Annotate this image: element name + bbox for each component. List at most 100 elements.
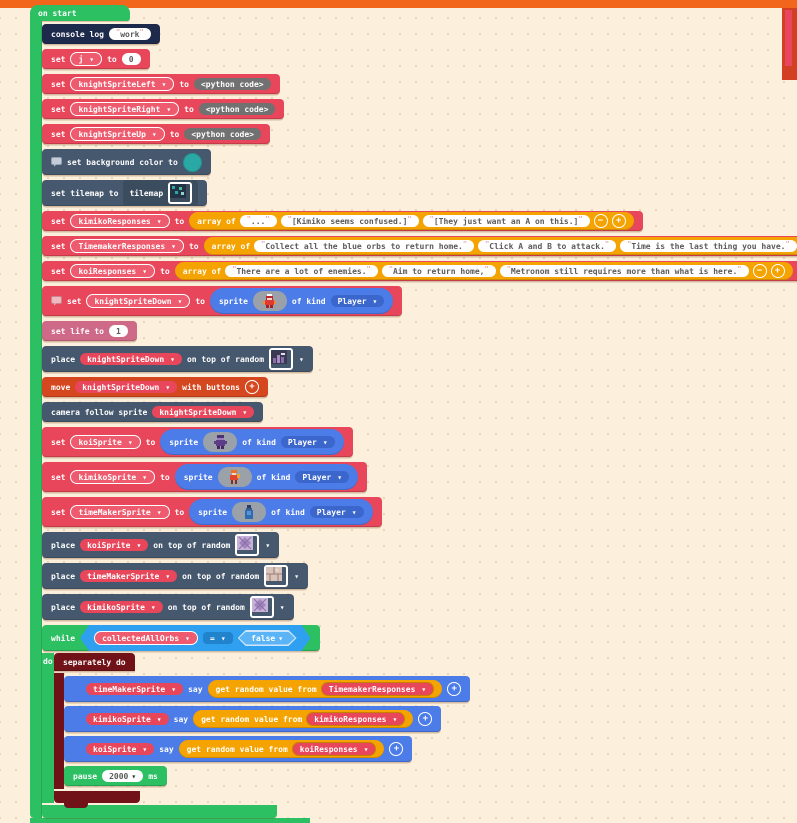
set-kimikoresponses-block[interactable]: set kimikoResponses to array of ... [Kim… [42, 211, 643, 231]
set-knightspriteup-block[interactable]: set knightSpriteUp to <python code> [42, 124, 270, 144]
number-input[interactable]: 0 [121, 53, 141, 65]
kind-dropdown[interactable]: Player [330, 295, 385, 307]
add-item-icon[interactable]: + [611, 214, 626, 228]
variable-dropdown[interactable]: kimikoResponses [70, 214, 170, 228]
get-random-value-block[interactable]: get random value from koiResponses [178, 740, 385, 758]
sprite-of-kind-block[interactable]: sprite of kind Player [189, 499, 373, 525]
while-loop-block[interactable]: while collectedAllOrbs = false do [42, 625, 471, 818]
set-timemakerresponses-block[interactable]: set TimemakerResponses to array of Colle… [42, 236, 797, 256]
array-item[interactable]: Time is the last thing you have. [620, 240, 797, 252]
variable-dropdown[interactable]: kimikoSprite [70, 470, 156, 484]
tile-dropdown[interactable] [249, 596, 285, 618]
say-block[interactable]: timeMakerSprite say get random value fro… [64, 676, 471, 702]
array-of-block[interactable]: array of ... [Kimiko seems confused.] [T… [189, 212, 634, 230]
on-start-hat[interactable]: on start [30, 5, 130, 21]
list-dropdown[interactable]: TimemakerResponses [320, 682, 435, 696]
sprite-dropdown[interactable]: knightSpriteDown [80, 353, 182, 365]
variable-dropdown[interactable]: knightSpriteLeft [70, 77, 175, 91]
array-item[interactable]: Aim to return home, [381, 265, 496, 277]
scrollbar-block-fragment[interactable] [782, 8, 797, 80]
sprite-dropdown[interactable]: koiSprite [86, 743, 155, 755]
array-item[interactable]: There are a lot of enemies. [225, 265, 378, 277]
set-life-block[interactable]: set life to 1 [42, 321, 137, 341]
operator-dropdown[interactable]: = [203, 632, 233, 644]
variable-dropdown[interactable]: knightSpriteDown [86, 294, 191, 308]
array-item[interactable]: Click A and B to attack. [478, 240, 617, 252]
variable-dropdown[interactable]: timeMakerSprite [70, 505, 170, 519]
camera-follow-block[interactable]: camera follow sprite knightSpriteDown [42, 402, 264, 422]
get-random-value-block[interactable]: get random value from kimikoResponses [193, 710, 414, 728]
variable-dropdown[interactable]: TimemakerResponses [70, 239, 184, 253]
sprite-dropdown[interactable]: kimikoSprite [80, 601, 163, 613]
expand-icon[interactable]: + [244, 380, 259, 394]
sprite-of-kind-block[interactable]: sprite of kind Player [160, 429, 344, 455]
kimiko-sprite-icon[interactable] [217, 467, 252, 487]
tile-dropdown[interactable] [269, 348, 304, 370]
variable-dropdown[interactable]: collectedAllOrbs [94, 631, 198, 645]
variable-dropdown[interactable]: koiResponses [70, 264, 156, 278]
tilemap-value[interactable]: tilemap [123, 180, 199, 206]
on-start-block[interactable]: on start console log work set j to 0 [30, 5, 797, 823]
array-item[interactable]: ... [239, 215, 277, 227]
koi-sprite-icon[interactable] [203, 432, 238, 452]
set-timemakersprite-block[interactable]: set timeMakerSprite to sprite of kind Pl… [42, 497, 382, 527]
array-of-block[interactable]: array of Collect all the blue orbs to re… [203, 237, 797, 255]
move-with-buttons-block[interactable]: move knightSpriteDown with buttons + [42, 377, 268, 397]
false-value[interactable]: false [238, 630, 297, 646]
place-knightspritedown-block[interactable]: place knightSpriteDown on top of random [42, 346, 313, 372]
comparison-block[interactable]: collectedAllOrbs = false [80, 625, 310, 651]
sprite-dropdown[interactable]: koiSprite [80, 539, 149, 551]
comment-icon[interactable] [51, 296, 62, 306]
tile-dropdown[interactable] [235, 534, 270, 556]
sprite-dropdown[interactable]: timeMakerSprite [80, 570, 178, 582]
color-swatch[interactable] [182, 152, 202, 172]
say-block[interactable]: kimikoSprite say get random value from k… [64, 706, 442, 732]
kind-dropdown[interactable]: Player [280, 436, 335, 448]
set-kimikosprite-block[interactable]: set kimikoSprite to sprite of kind Playe… [42, 462, 368, 492]
add-item-icon[interactable]: + [770, 264, 785, 278]
say-block[interactable]: koiSprite say get random value from koiR… [64, 736, 413, 762]
pause-block[interactable]: pause 2000 ms [64, 766, 167, 786]
place-koisprite-block[interactable]: place koiSprite on top of random [42, 532, 280, 558]
list-dropdown[interactable]: koiResponses [291, 742, 377, 756]
list-dropdown[interactable]: kimikoResponses [306, 712, 406, 726]
kind-dropdown[interactable]: Player [295, 471, 350, 483]
array-of-block[interactable]: array of There are a lot of enemies. Aim… [174, 262, 793, 280]
set-knightspriteleft-block[interactable]: set knightSpriteLeft to <python code> [42, 74, 280, 94]
variable-dropdown[interactable]: knightSpriteRight [70, 102, 180, 116]
separately-do-footer[interactable] [54, 791, 140, 808]
python-code-chip[interactable]: <python code> [193, 78, 271, 90]
kind-dropdown[interactable]: Player [309, 506, 364, 518]
knight-sprite-icon[interactable] [252, 291, 287, 311]
variable-dropdown-j[interactable]: j [70, 52, 103, 66]
sprite-dropdown[interactable]: kimikoSprite [86, 713, 169, 725]
expand-icon[interactable]: + [447, 682, 462, 696]
python-code-chip[interactable]: <python code> [184, 128, 261, 140]
tilemap-preview-icon[interactable] [168, 182, 193, 204]
life-value[interactable]: 1 [108, 325, 128, 337]
separately-do-header[interactable]: separately do [54, 653, 135, 671]
get-random-value-block[interactable]: get random value from TimemakerResponses [207, 680, 443, 698]
while-header[interactable]: while collectedAllOrbs = false [42, 625, 320, 651]
variable-dropdown[interactable]: koiSprite [70, 435, 141, 449]
place-timemakersprite-block[interactable]: place timeMakerSprite on top of random [42, 563, 309, 589]
on-start-footer[interactable] [30, 818, 310, 823]
python-code-chip[interactable]: <python code> [198, 103, 276, 115]
array-item[interactable]: [They just want an A on this.] [422, 215, 590, 227]
set-koisprite-block[interactable]: set koiSprite to sprite of kind Player [42, 427, 353, 457]
array-item[interactable]: Metronom still requires more than what i… [499, 265, 749, 277]
remove-item-icon[interactable]: − [752, 264, 767, 278]
expand-icon[interactable]: + [418, 712, 433, 726]
tile-dropdown[interactable] [264, 565, 299, 587]
array-item[interactable]: [Kimiko seems confused.] [280, 215, 419, 227]
sprite-dropdown[interactable]: timeMakerSprite [86, 683, 184, 695]
pause-duration-dropdown[interactable]: 2000 [102, 770, 144, 782]
sprite-dropdown[interactable]: knightSpriteDown [75, 381, 178, 393]
set-knightspritedown-block[interactable]: set knightSpriteDown to sprite of kind P… [42, 286, 403, 316]
expand-icon[interactable]: + [389, 742, 404, 756]
while-footer[interactable] [42, 805, 277, 818]
sprite-of-kind-block[interactable]: sprite of kind Player [174, 464, 359, 490]
timemaker-sprite-icon[interactable] [232, 502, 267, 522]
sprite-dropdown[interactable]: knightSpriteDown [152, 406, 255, 418]
